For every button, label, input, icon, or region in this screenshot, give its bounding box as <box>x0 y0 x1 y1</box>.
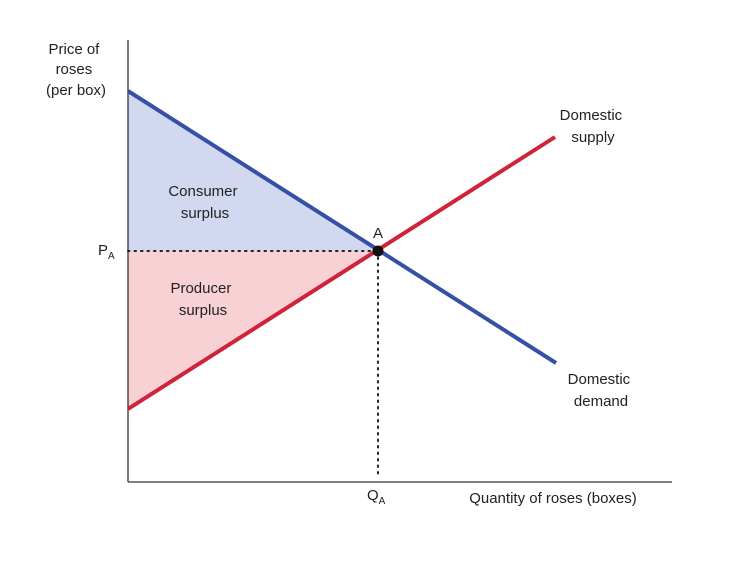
domestic-supply-label: Domestic supply <box>560 107 627 146</box>
domestic-demand-label: Domestic demand <box>568 371 635 410</box>
domestic-demand-line <box>126 89 558 365</box>
quantity-tick-label: QA <box>367 487 386 507</box>
equilibrium-point-label: A <box>373 225 383 242</box>
domestic-supply-line <box>126 135 557 411</box>
producer-surplus-label: Producer surplus <box>170 280 235 319</box>
price-tick-label: PA <box>98 242 115 262</box>
equilibrium-point <box>372 245 384 257</box>
consumer-surplus-label: Consumer surplus <box>168 183 241 222</box>
y-axis-label: Price of roses (per box) <box>46 41 106 99</box>
x-axis-label: Quantity of roses (boxes) <box>469 490 637 507</box>
